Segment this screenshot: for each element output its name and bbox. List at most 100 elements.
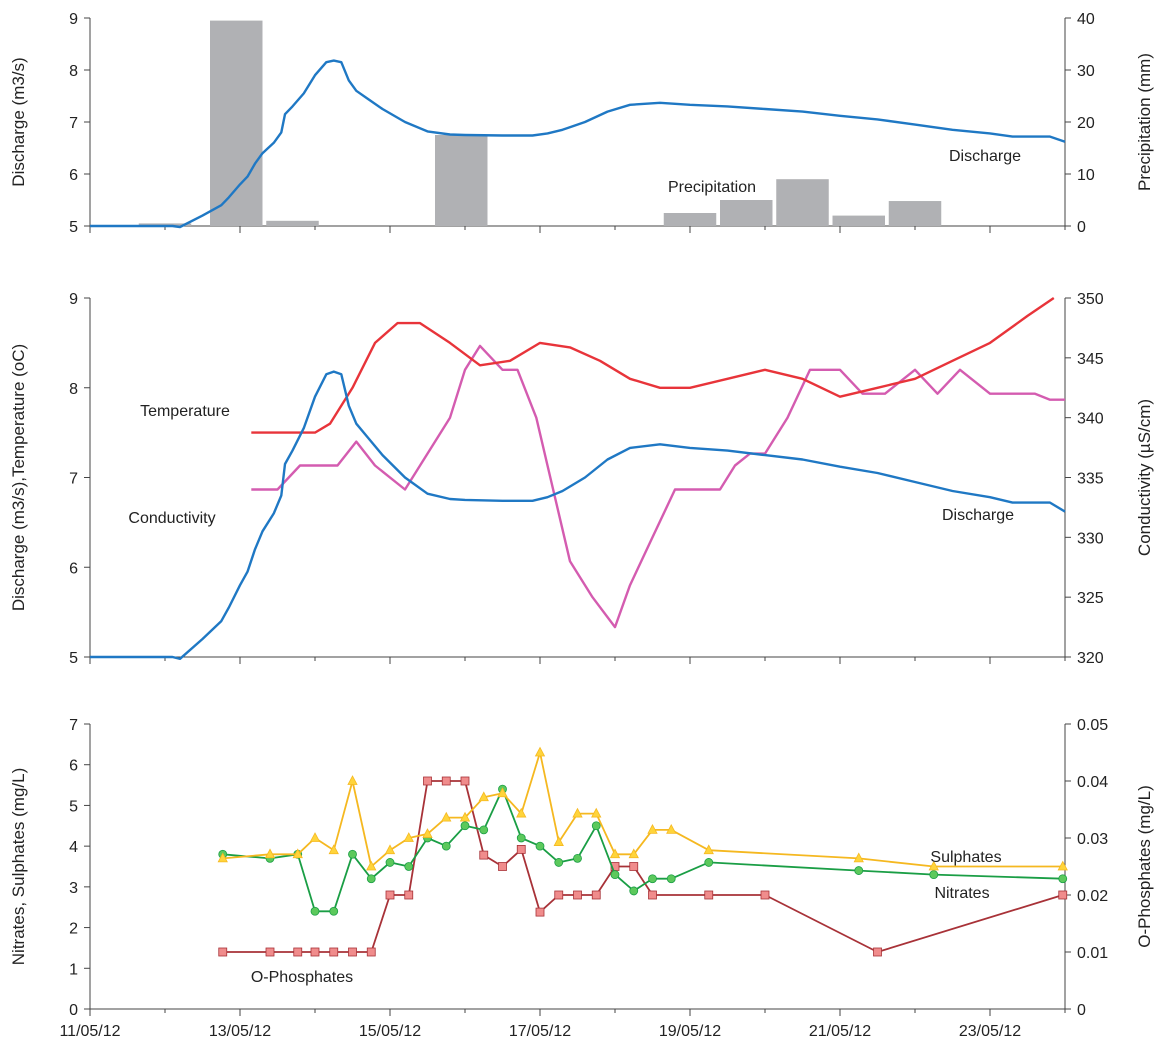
nitrates-point bbox=[385, 858, 395, 867]
phosphates-point bbox=[498, 862, 507, 871]
left-axis-title: Nitrates, Sulphates (mg/L) bbox=[9, 768, 28, 965]
sulphates-point bbox=[441, 811, 452, 822]
conductivity-label: Conductivity bbox=[128, 510, 215, 527]
nitrates-point bbox=[1058, 874, 1068, 884]
precipitation-bar bbox=[138, 223, 192, 226]
right-axis-title: O-Phosphates (mg/L) bbox=[1135, 785, 1154, 948]
precipitation-bar bbox=[435, 135, 488, 226]
nitrates-point bbox=[329, 906, 339, 916]
sulphates-point bbox=[478, 791, 489, 802]
sulphates-point bbox=[534, 746, 546, 757]
nitrates-point bbox=[404, 862, 414, 871]
phosphates-point bbox=[310, 947, 320, 957]
left-axis-title: Discharge (m3/s),Temperature (oC) bbox=[9, 344, 28, 611]
phosphates-label: O-Phosphates bbox=[251, 969, 353, 986]
left-tick-label: 2 bbox=[69, 921, 78, 938]
discharge-precipitation-panel: 5 6 7 8 9 0 10 20 30 40 Discharge (m3/s) Precipitat… bbox=[9, 11, 1154, 236]
right-axis-title: Precipitation (mm) bbox=[1135, 53, 1154, 191]
sulphates-point bbox=[703, 844, 714, 855]
sulphates-point bbox=[403, 832, 414, 842]
left-tick-label: 6 bbox=[69, 167, 78, 184]
sulphates-point bbox=[366, 860, 377, 871]
sulphates-label: Sulphates bbox=[930, 849, 1001, 866]
left-tick-label: 7 bbox=[69, 471, 78, 488]
nutrients-panel: 0 1 2 3 4 5 6 7 0 0.01 0.02 0.03 0.04 0.05 11/05/12 13/… bbox=[9, 717, 1154, 1040]
left-tick-label: 8 bbox=[69, 381, 78, 398]
left-tick-label: 1 bbox=[69, 961, 78, 978]
left-tick-label: 0 bbox=[69, 1002, 78, 1019]
x-tick-label: 21/05/12 bbox=[809, 1023, 871, 1040]
sulphates-point bbox=[572, 807, 583, 818]
nitrates-point bbox=[479, 825, 489, 835]
x-tick-label: 23/05/12 bbox=[959, 1023, 1021, 1040]
right-tick-label: 340 bbox=[1077, 411, 1104, 428]
nitrates-point bbox=[666, 874, 676, 884]
nitrates-point bbox=[366, 874, 376, 884]
nitrates-point bbox=[629, 886, 639, 896]
phosphates-point bbox=[516, 845, 526, 854]
phosphates-point bbox=[385, 890, 395, 900]
nitrates-point bbox=[610, 870, 620, 880]
nitrates-point bbox=[516, 833, 526, 843]
temperature-line bbox=[251, 297, 1055, 434]
sulphates-point bbox=[609, 848, 621, 859]
right-tick-label: 0 bbox=[1077, 219, 1086, 236]
phosphates-point bbox=[441, 776, 451, 786]
sulphates-point bbox=[516, 807, 527, 818]
x-tick-label: 13/05/12 bbox=[209, 1023, 271, 1040]
left-tick-label: 5 bbox=[69, 219, 78, 236]
precipitation-bar bbox=[776, 179, 829, 226]
sulphates-point bbox=[292, 848, 303, 859]
sulphates-point bbox=[591, 807, 602, 818]
sulphates-point bbox=[328, 844, 339, 855]
right-tick-label: 20 bbox=[1077, 115, 1095, 132]
temperature-label: Temperature bbox=[140, 403, 230, 420]
right-tick-label: 320 bbox=[1077, 650, 1104, 667]
nitrates-point bbox=[929, 870, 939, 880]
precipitation-bar bbox=[720, 200, 773, 226]
nitrates-label: Nitrates bbox=[934, 885, 989, 902]
discharge-temperature-conductivity-panel: 5 6 7 8 9 320 325 330 335 340 345 350 Discharge (m3/… bbox=[9, 291, 1154, 667]
right-tick-label: 330 bbox=[1077, 530, 1104, 547]
right-tick-label: 335 bbox=[1077, 471, 1104, 488]
x-tick-label: 19/05/12 bbox=[659, 1023, 721, 1040]
right-tick-label: 345 bbox=[1077, 351, 1104, 368]
left-tick-label: 9 bbox=[69, 291, 78, 308]
precipitation-bar bbox=[210, 20, 263, 226]
sulphates-point bbox=[422, 828, 433, 838]
right-axis-title: Conductivity (µS/cm) bbox=[1135, 399, 1154, 556]
left-tick-label: 4 bbox=[69, 839, 78, 856]
left-tick-label: 8 bbox=[69, 63, 78, 80]
phosphates-point bbox=[573, 890, 582, 900]
discharge-line bbox=[90, 59, 1066, 229]
left-tick-label: 6 bbox=[69, 560, 78, 577]
phosphates-point bbox=[348, 947, 357, 957]
sulphates-point bbox=[497, 787, 508, 798]
sulphates-point bbox=[459, 811, 471, 822]
nitrates-point bbox=[348, 849, 357, 859]
right-tick-label: 0.02 bbox=[1077, 888, 1108, 905]
phosphates-point bbox=[404, 890, 414, 900]
conductivity-line bbox=[251, 344, 1065, 629]
sulphates-point bbox=[553, 836, 564, 846]
phosphates-point bbox=[704, 890, 714, 900]
phosphates-point bbox=[460, 776, 470, 786]
x-tick-label: 11/05/12 bbox=[59, 1023, 120, 1040]
right-tick-label: 350 bbox=[1077, 291, 1104, 308]
x-tick-label: 15/05/12 bbox=[359, 1023, 421, 1040]
right-tick-label: 30 bbox=[1077, 63, 1095, 80]
sulphates-point bbox=[384, 844, 396, 855]
sulphates-point bbox=[853, 852, 864, 863]
nitrates-point bbox=[441, 841, 451, 851]
left-tick-label: 9 bbox=[69, 11, 78, 28]
sulphates-point bbox=[1057, 860, 1068, 871]
phosphates-point bbox=[554, 890, 564, 900]
precipitation-bar bbox=[266, 220, 319, 226]
left-tick-label: 7 bbox=[69, 115, 78, 132]
left-tick-label: 5 bbox=[69, 650, 78, 667]
right-tick-label: 0 bbox=[1077, 1002, 1086, 1019]
nitrates-point bbox=[591, 821, 601, 831]
phosphates-point bbox=[218, 947, 228, 957]
sulphates-point bbox=[647, 824, 658, 834]
